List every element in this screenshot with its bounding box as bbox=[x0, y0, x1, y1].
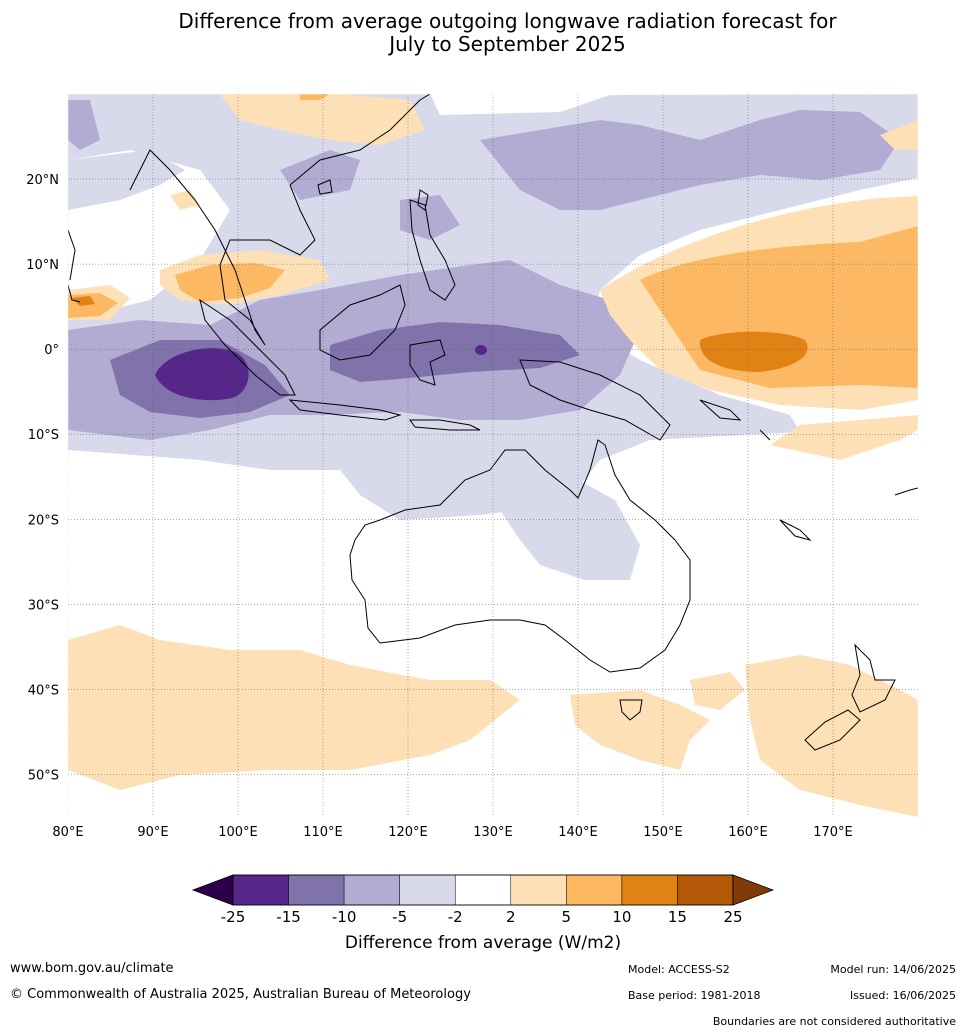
colorbar-tick-label: -25 bbox=[221, 908, 246, 926]
borneo-coastline bbox=[319, 284, 406, 361]
anomaly-fill-pos10-pos15 bbox=[72, 296, 808, 372]
latitude-tick-label: 10°S bbox=[28, 428, 59, 443]
longitude-tick-label: 120°E bbox=[388, 825, 428, 840]
colorbar-frame bbox=[232, 874, 734, 906]
colorbar-tick-label: -15 bbox=[276, 908, 301, 926]
longitude-axis: 80°E 90°E 100°E 110°E 120°E 130°E 140°E 150°E 16… bbox=[52, 825, 852, 840]
longitude-tick-label: 80°E bbox=[52, 825, 83, 840]
colorbar-tick-label: 5 bbox=[562, 908, 572, 926]
colorbar-bin bbox=[510, 874, 567, 906]
footer-model: Model: ACCESS-S2 bbox=[628, 963, 730, 976]
footer-issued: Issued: 16/06/2025 bbox=[849, 989, 956, 1002]
footer-base-period: Base period: 1981-2018 bbox=[628, 989, 761, 1002]
footer-website: www.bom.gov.au/climate bbox=[10, 961, 174, 976]
colorbar-tick-label: 2 bbox=[506, 908, 516, 926]
latitude-tick-label: 30°S bbox=[28, 598, 59, 613]
longitude-tick-label: 140°E bbox=[558, 825, 598, 840]
gridlines bbox=[68, 94, 918, 817]
colorbar-tick-label: 25 bbox=[723, 908, 742, 926]
title-line-2: July to September 2025 bbox=[389, 32, 626, 56]
colorbar-bin bbox=[399, 874, 456, 906]
colorbar-tick-label: -2 bbox=[448, 908, 463, 926]
colorbar-bin bbox=[232, 874, 289, 906]
longitude-tick-label: 150°E bbox=[643, 825, 683, 840]
new-zealand-coastline bbox=[851, 643, 896, 713]
longitude-tick-label: 160°E bbox=[728, 825, 768, 840]
philippines-coastline bbox=[409, 199, 456, 301]
longitude-tick-label: 170°E bbox=[813, 825, 853, 840]
longitude-tick-label: 100°E bbox=[218, 825, 258, 840]
latitude-axis: 20°N 10°N 0° 10°S 20°S 30°S 40°S 50°S bbox=[26, 173, 59, 783]
colorbar-bin bbox=[621, 874, 678, 906]
longitude-tick-label: 110°E bbox=[303, 825, 343, 840]
longitude-tick-label: 130°E bbox=[473, 825, 513, 840]
map-title: Difference from average outgoing longwav… bbox=[0, 10, 965, 56]
latitude-tick-label: 10°N bbox=[26, 258, 59, 273]
australia-coastline bbox=[349, 439, 691, 673]
title-line-1: Difference from average outgoing longwav… bbox=[178, 9, 837, 33]
colorbar-tick-label: 10 bbox=[612, 908, 631, 926]
latitude-tick-label: 50°S bbox=[28, 768, 59, 783]
colorbar-under-arrow bbox=[191, 874, 234, 906]
colorbar-tick-label: -5 bbox=[392, 908, 407, 926]
sumatra-coastline bbox=[199, 298, 296, 396]
colorbar-title: Difference from average (W/m2) bbox=[345, 933, 621, 953]
latitude-tick-label: 20°S bbox=[28, 513, 59, 528]
colorbar: -25 -15 -10 -5 -2 2 5 10 15 25 Difference from av… bbox=[191, 874, 775, 953]
tasmania-coastline bbox=[619, 699, 643, 721]
longitude-tick-label: 90°E bbox=[137, 825, 168, 840]
colorbar-bin bbox=[454, 874, 512, 906]
coastlines bbox=[68, 94, 918, 751]
anomaly-fill-neg15-neg25 bbox=[155, 345, 487, 401]
latitude-tick-label: 20°N bbox=[26, 173, 59, 188]
colorbar-bin bbox=[566, 874, 623, 906]
sulawesi-coastline bbox=[409, 339, 446, 386]
java-coastline bbox=[288, 399, 402, 421]
footer-boundaries-note: Boundaries are not considered authoritat… bbox=[712, 1015, 956, 1028]
footer-model-run: Model run: 14/06/2025 bbox=[830, 963, 956, 976]
colorbar-bin bbox=[288, 874, 345, 906]
new-guinea-coastline bbox=[519, 359, 671, 441]
colorbar-tick-label: -10 bbox=[332, 908, 357, 926]
anomaly-fill-neg10-neg15 bbox=[110, 322, 580, 418]
map-panel bbox=[68, 94, 918, 817]
colorbar-over-arrow bbox=[732, 874, 775, 906]
colorbar-bin bbox=[343, 874, 400, 906]
footer-copyright: © Commonwealth of Australia 2025, Austra… bbox=[10, 987, 471, 1002]
colorbar-tick-label: 15 bbox=[668, 908, 687, 926]
latitude-tick-label: 40°S bbox=[28, 683, 59, 698]
colorbar-bin bbox=[677, 874, 734, 906]
latitude-tick-label: 0° bbox=[44, 343, 59, 358]
asia-mainland-coastline bbox=[68, 94, 431, 346]
